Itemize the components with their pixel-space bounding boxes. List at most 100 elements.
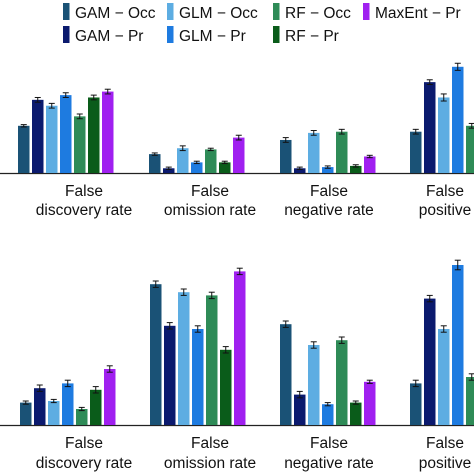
bar-glm-occ-1 [178, 292, 190, 425]
error-bar [193, 160, 200, 165]
legend-label: MaxEnt − Pr [375, 5, 461, 22]
bar-gam-occ-2 [280, 139, 292, 173]
bar-gam-pr-2 [294, 168, 306, 173]
bar-rf-pr-1 [219, 162, 231, 173]
category-label: False omission rate [164, 183, 256, 219]
bar-rf-occ-3 [466, 125, 474, 173]
legend-swatch [167, 3, 174, 20]
error-bar [22, 400, 29, 405]
error-bar [440, 93, 447, 102]
bar-gam-occ-1 [149, 154, 161, 173]
error-bar [62, 92, 69, 98]
bar-maxent-pr-1 [233, 137, 245, 173]
legend-item-gam-pr: GAM − Pr [63, 26, 143, 45]
bar-gam-pr-0 [32, 99, 44, 173]
bar-rf-pr-0 [90, 389, 102, 425]
legend-label: RF − Occ [285, 5, 351, 22]
bar-rf-pr-1 [220, 349, 232, 425]
bottom-panel: False discovery rate False omission rate Fal… [0, 259, 474, 472]
error-bar [64, 379, 71, 388]
bar-gam-pr-1 [164, 325, 176, 425]
category-label: False positive [419, 435, 472, 472]
bar-glm-occ-1 [177, 148, 189, 173]
error-bar [236, 267, 243, 276]
bar-rf-occ-2 [336, 131, 348, 173]
error-bar [296, 390, 303, 399]
bar-glm-occ-3 [438, 97, 450, 173]
error-bar [106, 365, 113, 373]
error-bar [412, 128, 419, 135]
legend-item-rf-pr: RF − Pr [273, 26, 339, 45]
bar-glm-pr-0 [62, 383, 74, 425]
error-bar [152, 280, 159, 288]
category-label: False discovery rate [36, 435, 132, 472]
error-bar [221, 160, 228, 165]
bar-group-false-omission-rate [149, 134, 245, 173]
bar-gam-pr-1 [163, 168, 175, 173]
error-bar [310, 341, 317, 349]
bar-gam-occ-0 [20, 402, 32, 425]
bar-gam-occ-3 [410, 131, 422, 173]
error-bar [90, 94, 97, 101]
error-bar [76, 113, 83, 120]
error-bar [352, 400, 359, 405]
bar-glm-pr-2 [322, 404, 334, 425]
error-bar [194, 325, 201, 333]
legend-item-glm-occ: GLM − Occ [167, 3, 258, 22]
bar-rf-occ-0 [76, 409, 88, 425]
bar-glm-pr-1 [191, 162, 203, 173]
bar-glm-occ-3 [438, 329, 450, 425]
bar-glm-pr-1 [192, 329, 204, 425]
bar-glm-occ-0 [48, 401, 60, 425]
error-bar [282, 320, 289, 328]
error-bar [282, 137, 289, 143]
bar-rf-pr-0 [88, 97, 100, 173]
bar-glm-occ-2 [308, 345, 320, 425]
error-bar [412, 379, 419, 388]
bar-gam-pr-2 [294, 394, 306, 425]
bar-group-false-negative-rate [280, 128, 376, 173]
legend-label: GAM − Occ [75, 5, 156, 22]
category-label: False positive [419, 183, 472, 219]
error-bar [352, 164, 359, 168]
bar-rf-pr-2 [350, 402, 362, 425]
legend-label: RF − Pr [285, 28, 339, 45]
bar-group-false-positive [410, 62, 474, 173]
error-bar [426, 79, 433, 85]
bar-group-false-discovery-rate [18, 88, 114, 173]
error-bar [454, 259, 461, 271]
legend-swatch [63, 26, 70, 43]
legend-swatch [63, 3, 70, 20]
error-bar [20, 124, 27, 128]
error-bar [338, 128, 345, 135]
bar-group-false-omission-rate [150, 267, 246, 425]
bar-group-false-positive [410, 259, 474, 425]
bar-rf-pr-2 [350, 165, 362, 173]
bar-gam-occ-3 [410, 383, 422, 425]
error-bar [179, 145, 186, 152]
bar-rf-occ-2 [336, 340, 348, 425]
error-bar [48, 102, 55, 109]
bar-maxent-pr-0 [104, 369, 116, 425]
bar-group-false-negative-rate [280, 320, 376, 425]
legend-item-gam-occ: GAM − Occ [63, 3, 156, 22]
bar-glm-pr-0 [60, 95, 72, 173]
category-label: False negative rate [284, 435, 374, 472]
error-bar [454, 62, 461, 71]
error-bar [366, 154, 373, 159]
error-bar [165, 166, 172, 170]
bar-group-false-discovery-rate [20, 365, 116, 425]
bar-gam-pr-3 [424, 82, 436, 173]
legend-item-glm-pr: GLM − Pr [167, 26, 246, 45]
error-bar [34, 96, 41, 103]
error-bar [166, 322, 173, 330]
error-bar [78, 406, 85, 412]
error-bar [36, 384, 43, 392]
bar-gam-occ-2 [280, 324, 292, 425]
bar-glm-occ-0 [46, 105, 58, 173]
legend-item-rf-occ: RF − Occ [273, 3, 351, 22]
error-bar [310, 130, 317, 136]
error-bar [50, 398, 57, 404]
bar-maxent-pr-2 [364, 156, 376, 173]
